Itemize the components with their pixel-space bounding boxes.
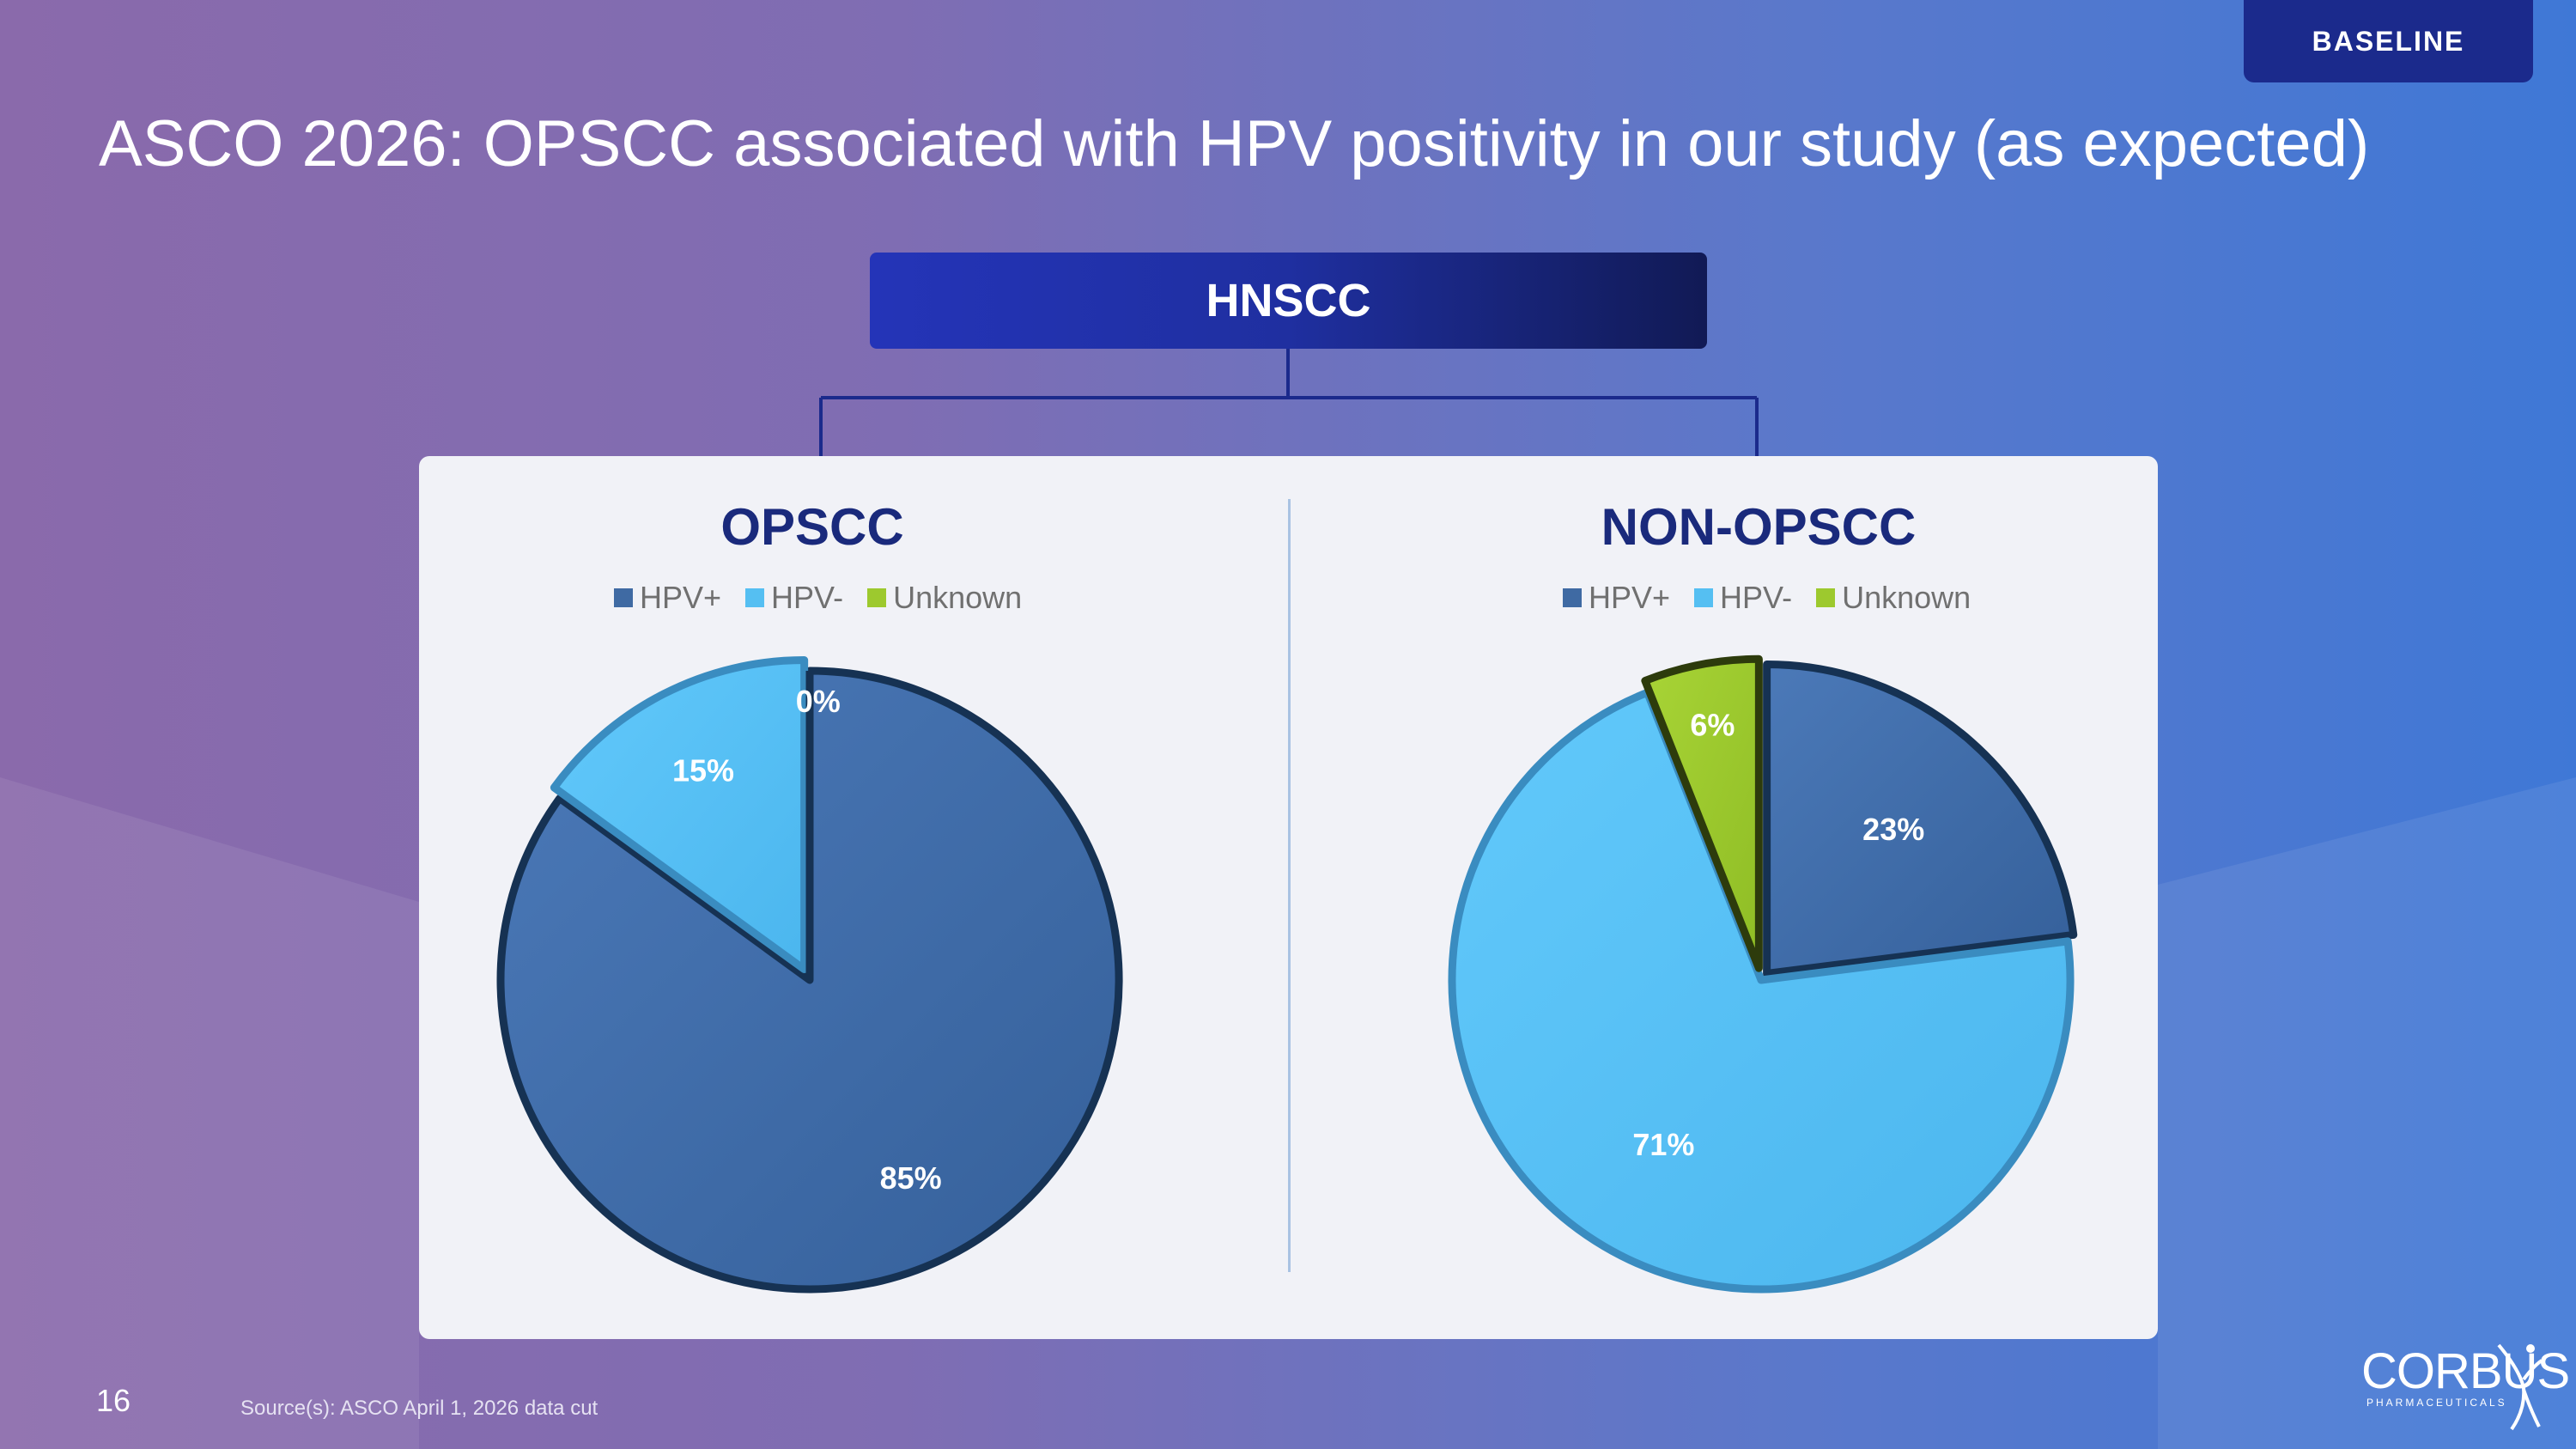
hnscc-root-box: HNSCC (870, 253, 1707, 349)
pie-label-unknown: 0% (796, 684, 841, 719)
pie-slice-hpv-neg (550, 656, 809, 974)
pie-slice-hpv-pos (1763, 660, 2078, 977)
pie-1: 23% 71% 6% (1448, 654, 2078, 1294)
pie-label-hpv-neg: 71% (1632, 1127, 1694, 1162)
pie-label-hpv-neg: 15% (672, 753, 734, 788)
slide-title: ASCO 2026: OPSCC associated with HPV pos… (99, 107, 2370, 180)
legend-swatch-unknown (867, 588, 887, 607)
legend-label: HPV+ (1589, 580, 1671, 615)
legend-swatch-hpv-neg (745, 588, 765, 607)
charts-panel: OPSCC NON-OPSCC HPV+ HPV- Unknown HPV+ H… (419, 456, 2158, 1339)
logo-figure-icon (2497, 1343, 2543, 1431)
legend-swatch-hpv-pos (614, 588, 633, 607)
legend-label: HPV+ (640, 580, 722, 615)
legend-label: Unknown (1842, 580, 1971, 615)
legend-item-hpv-pos: HPV+ (614, 580, 721, 616)
corbus-logo: CORBUS PHARMACEUTICALS (2361, 1336, 2570, 1431)
source-note: Source(s): ASCO April 1, 2026 data cut (240, 1397, 598, 1420)
non-opscc-legend: HPV+ HPV- Unknown (1563, 580, 1971, 616)
pie-slice-unknown (1641, 654, 1763, 972)
legend-swatch-hpv-neg (1694, 588, 1714, 607)
hnscc-label: HNSCC (1206, 275, 1371, 326)
pie-label-hpv-pos: 23% (1862, 812, 1924, 847)
non-opscc-chart-title: NON-OPSCC (1601, 498, 1917, 556)
opscc-chart-title: OPSCC (720, 498, 904, 556)
legend-item-hpv-neg: HPV- (745, 580, 843, 616)
opscc-legend: HPV+ HPV- Unknown (614, 580, 1022, 616)
legend-item-hpv-pos: HPV+ (1563, 580, 1670, 616)
pie-label-hpv-pos: 85% (880, 1160, 942, 1196)
legend-label: HPV- (771, 580, 844, 615)
pie-label-unknown: 6% (1690, 707, 1735, 742)
legend-item-hpv-neg: HPV- (1694, 580, 1792, 616)
pie-0: 85% 15% 0% (496, 656, 1123, 1294)
legend-swatch-hpv-pos (1563, 588, 1582, 607)
page-number: 16 (96, 1383, 131, 1418)
logo-wordmark: CORBUS (2361, 1343, 2570, 1399)
logo-subtitle: PHARMACEUTICALS (2366, 1397, 2507, 1409)
panel-divider (1288, 499, 1291, 1272)
legend-label: Unknown (893, 580, 1023, 615)
legend-item-unknown: Unknown (867, 580, 1022, 616)
baseline-badge: BASELINE (2244, 0, 2533, 82)
pie-charts: 85% 15% 0% 23% 71% 6% (496, 654, 2078, 1294)
legend-item-unknown: Unknown (1816, 580, 1971, 616)
legend-swatch-unknown (1816, 588, 1836, 607)
pie-slice-hpv-neg (1448, 688, 2075, 1294)
legend-label: HPV- (1720, 580, 1793, 615)
